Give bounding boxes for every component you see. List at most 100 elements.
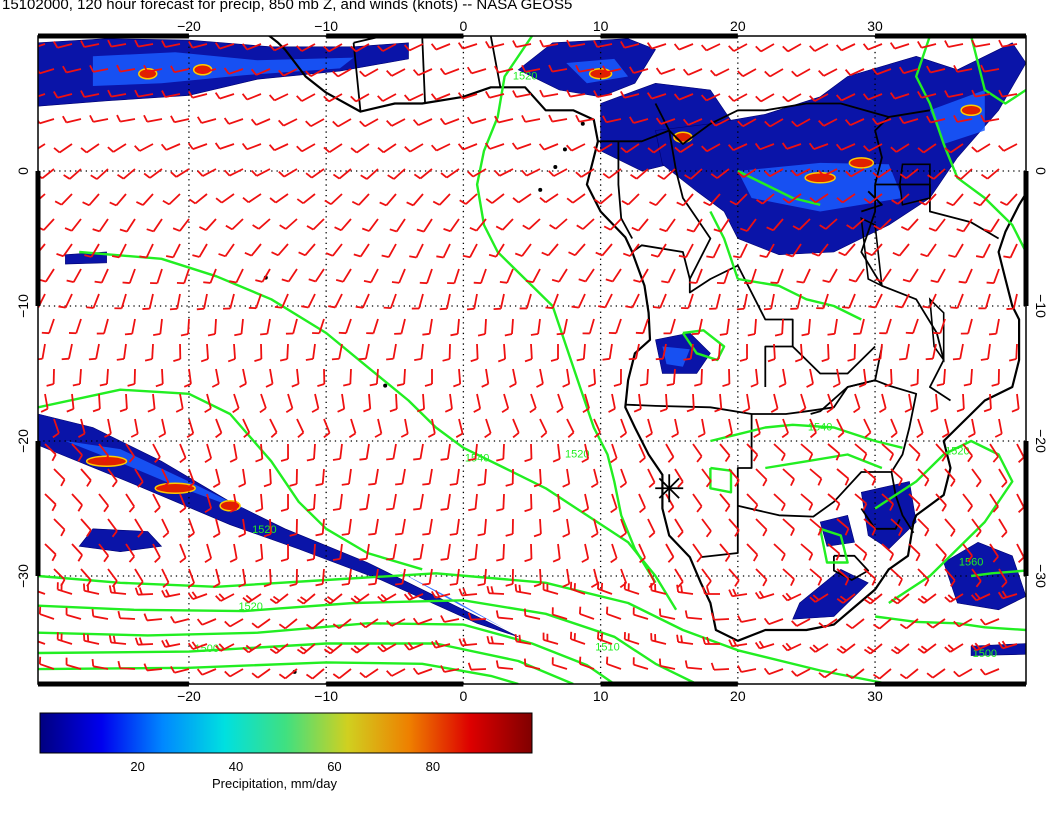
wind-barb-feather xyxy=(154,456,161,463)
wind-barb-shaft xyxy=(383,143,397,154)
wind-barb-feather xyxy=(967,555,973,563)
wind-barb-shaft xyxy=(489,43,505,49)
wind-barb xyxy=(873,343,883,362)
precip-moderate xyxy=(929,90,985,144)
wind-barb xyxy=(710,68,730,77)
wind-barb-shaft xyxy=(876,118,892,126)
wind-barb xyxy=(551,607,568,620)
wind-barb-feather xyxy=(925,357,934,361)
wind-barb-shaft xyxy=(827,543,841,555)
wind-barb xyxy=(706,243,721,259)
wind-barb-feather xyxy=(403,643,410,651)
wind-barb-shaft xyxy=(296,418,305,433)
wind-barb xyxy=(361,218,379,232)
wind-barb xyxy=(890,518,903,537)
wind-barb-shaft xyxy=(905,168,919,180)
wind-barb-feather xyxy=(355,305,364,309)
wind-barb-shaft xyxy=(732,143,748,152)
wind-barb xyxy=(68,318,82,335)
wind-barb-shaft xyxy=(188,418,195,434)
wind-barb-feather xyxy=(82,201,90,207)
wind-barb-feather xyxy=(980,357,989,361)
wind-barb-shaft xyxy=(311,168,325,179)
wind-barb-feather xyxy=(484,142,491,150)
wind-barb-shaft xyxy=(126,218,136,233)
wind-barb-feather xyxy=(667,506,675,513)
wind-barb-feather xyxy=(818,169,825,177)
wind-barb-shaft xyxy=(446,443,451,459)
wind-barb-feather xyxy=(280,508,289,512)
wind-barb-feather xyxy=(108,585,112,593)
wind-barb xyxy=(413,168,433,180)
wind-barb xyxy=(196,116,217,124)
wind-barb-shaft xyxy=(48,318,55,334)
wind-barb-feather xyxy=(436,255,444,259)
wind-barb-feather xyxy=(117,610,121,619)
wind-barb xyxy=(350,643,370,654)
wind-barb-feather xyxy=(263,583,272,588)
wind-barb xyxy=(952,343,964,361)
wind-barb-feather xyxy=(477,333,486,337)
wind-barb-feather xyxy=(530,332,539,336)
wind-barb xyxy=(552,493,561,513)
wind-barb xyxy=(234,318,244,337)
wind-barb-feather xyxy=(450,333,458,337)
wind-barb xyxy=(998,143,1018,152)
wind-barb xyxy=(366,318,379,335)
wind-barb-shaft xyxy=(871,243,883,256)
wind-barb xyxy=(80,40,100,48)
wind-barb xyxy=(114,293,127,310)
wind-barb-shaft xyxy=(80,568,92,581)
wind-barb xyxy=(279,343,289,362)
wind-barb xyxy=(597,293,613,309)
wind-barb-shaft xyxy=(176,293,181,309)
wind-barb-feather xyxy=(412,69,420,76)
wind-barb xyxy=(134,568,144,588)
wind-barb-feather xyxy=(285,407,293,414)
wind-barb xyxy=(348,418,357,439)
precip-moderate xyxy=(737,162,903,212)
wind-barb-shaft xyxy=(539,568,542,585)
wind-barb-feather xyxy=(377,595,384,603)
wind-barb-feather xyxy=(430,93,437,101)
wind-barb-feather xyxy=(968,432,976,438)
wind-barb-shaft xyxy=(689,343,694,359)
wind-barb-shaft xyxy=(356,643,370,654)
wind-barb xyxy=(865,243,883,257)
wind-barb-shaft xyxy=(302,593,316,605)
wind-barb-feather xyxy=(155,383,164,388)
wind-barb xyxy=(88,343,100,361)
wind-barb-shaft xyxy=(582,343,586,360)
wind-barb-feather xyxy=(752,454,759,462)
wind-barb-feather xyxy=(199,226,207,231)
wind-barb-feather xyxy=(358,357,367,361)
wind-barb-feather xyxy=(628,357,637,361)
wind-barb xyxy=(251,618,271,629)
wind-barb xyxy=(809,468,823,486)
wind-barb-shaft xyxy=(768,618,784,626)
wind-barb xyxy=(203,268,217,284)
wind-barb xyxy=(862,93,883,101)
wind-barb-shaft xyxy=(993,268,1000,284)
wind-barb xyxy=(358,343,370,361)
wind-barb-feather xyxy=(54,200,62,206)
wind-barb-feather xyxy=(469,226,477,232)
wind-barb-shaft xyxy=(502,543,505,560)
wind-barb xyxy=(628,343,640,361)
wind-barb xyxy=(605,656,622,670)
wind-barb-shaft xyxy=(139,143,154,152)
wind-barb-feather xyxy=(710,612,715,621)
wind-barb-shaft xyxy=(788,193,802,204)
wind-barb-shaft xyxy=(502,443,505,460)
wind-barb xyxy=(505,518,514,537)
wind-barb xyxy=(58,293,73,309)
wind-barb-feather xyxy=(255,458,263,463)
wind-barb-shaft xyxy=(321,468,325,485)
wind-barb-shaft xyxy=(809,468,822,480)
wind-barb xyxy=(291,368,300,388)
wind-barb-feather xyxy=(845,673,853,680)
country-border xyxy=(617,141,633,239)
wind-barb-shaft xyxy=(606,68,622,74)
wind-barb xyxy=(674,518,684,538)
contour-line xyxy=(79,250,678,611)
